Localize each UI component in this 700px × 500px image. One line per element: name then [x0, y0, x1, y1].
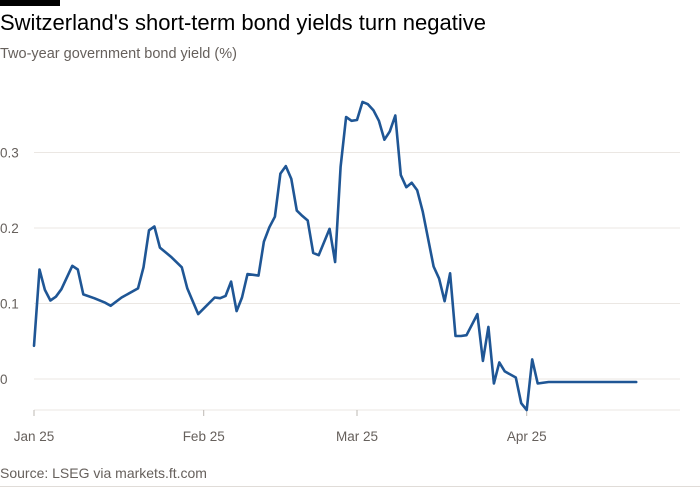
series-line-0: [32, 100, 638, 412]
y-tick-label: 0.1: [0, 297, 19, 312]
gridlines: [34, 152, 680, 380]
x-tick-label: Apr 25: [507, 429, 547, 444]
y-tick-label: 0.2: [0, 221, 19, 236]
chart-title: Switzerland's short-term bond yields tur…: [0, 10, 486, 35]
source-note: Source: LSEG via markets.ft.com: [0, 465, 207, 481]
brand-bar: [0, 0, 60, 6]
y-tick-label: 0.3: [0, 146, 19, 161]
x-tick-label: Jan 25: [14, 429, 55, 444]
chart-subtitle: Two-year government bond yield (%): [0, 46, 237, 62]
footer-divider: [0, 486, 700, 487]
y-tick-label: 0: [0, 372, 8, 387]
series-layer: [32, 100, 638, 412]
y-axis: 0 0.1 0.2 0.3: [0, 146, 19, 388]
x-axis: Jan 25 Feb 25 Mar 25 Apr 25: [14, 409, 680, 444]
x-tick-label: Mar 25: [336, 429, 378, 444]
x-tick-label: Feb 25: [183, 429, 225, 444]
